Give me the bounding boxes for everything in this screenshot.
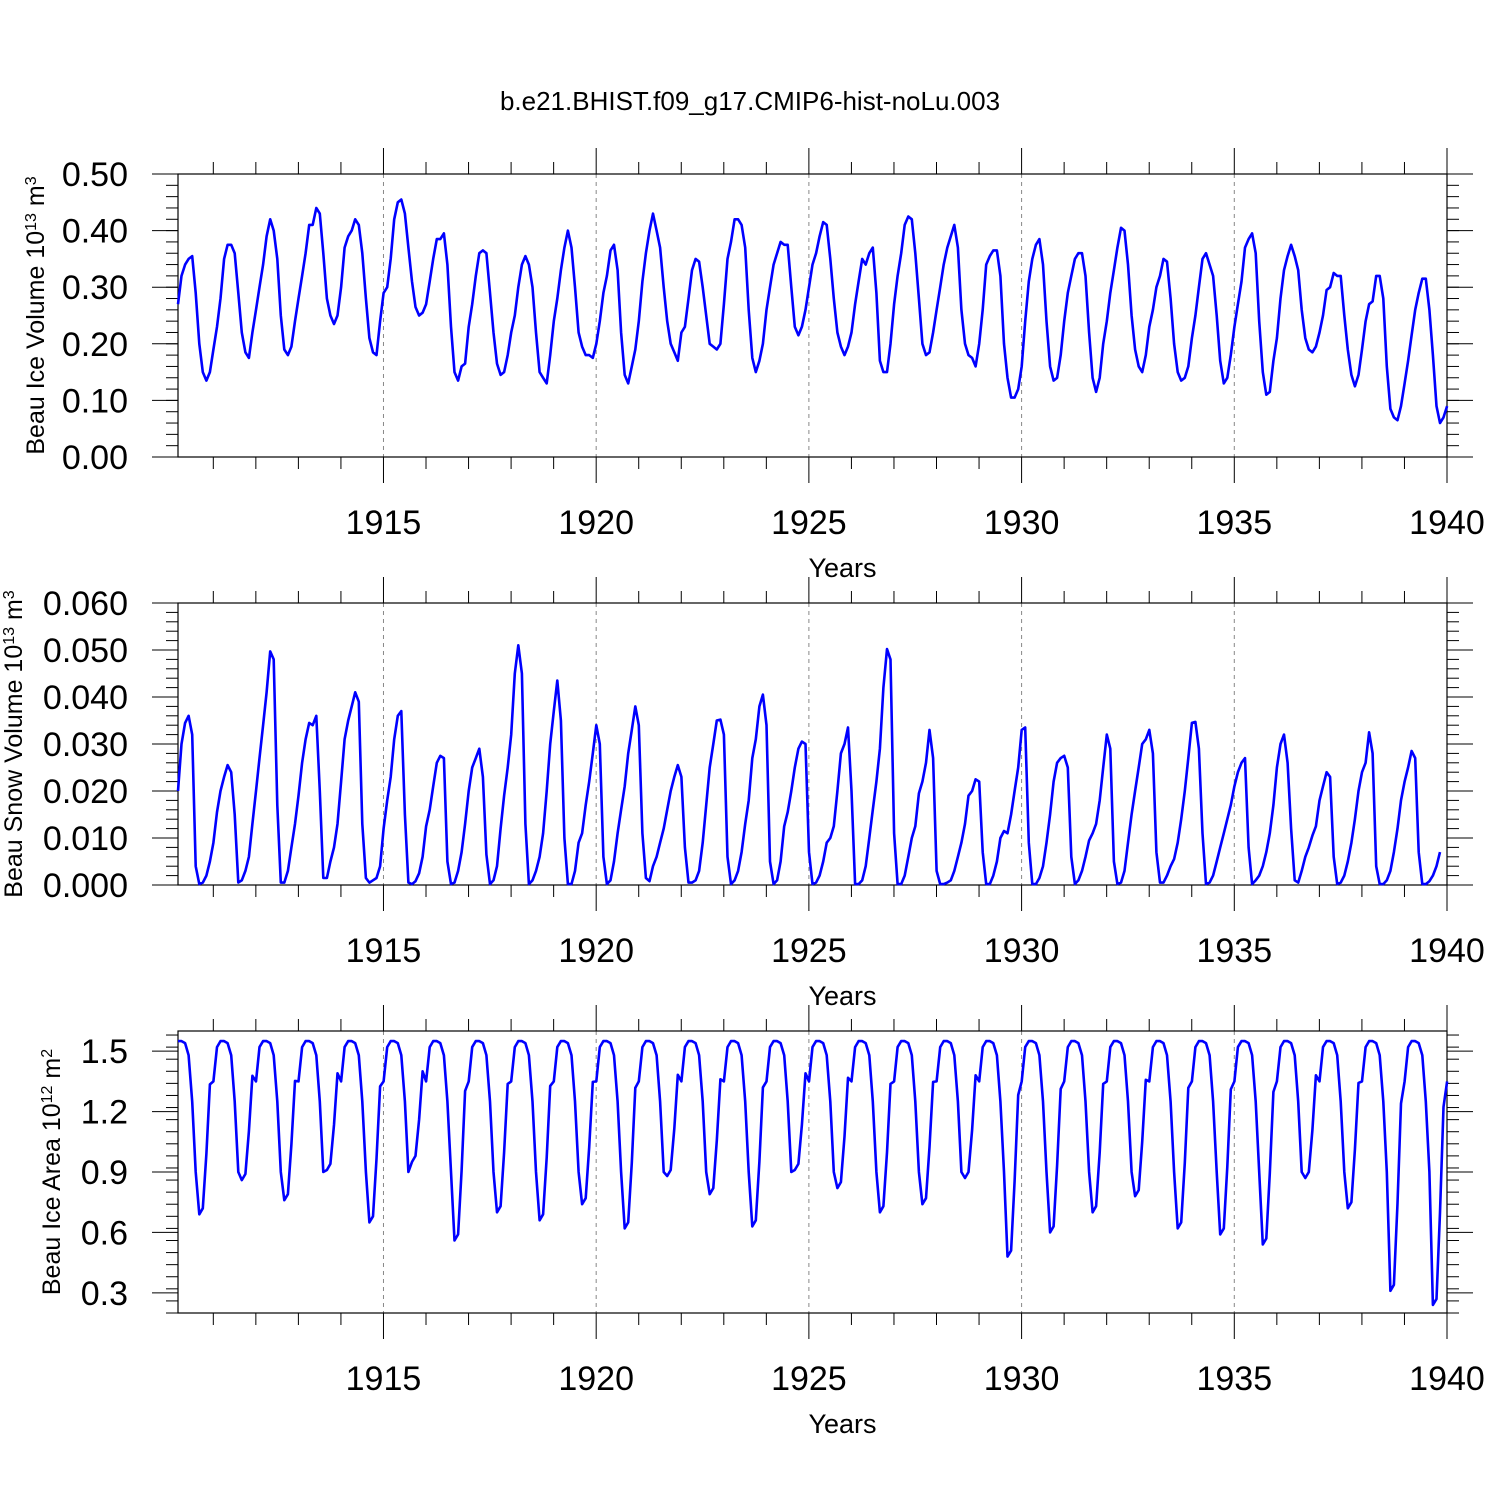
y-tick-label: 0.20 — [62, 326, 128, 364]
y-tick-label: 0.3 — [81, 1275, 128, 1313]
x-axis-label: Years — [808, 981, 876, 1011]
y-axis-label-main: Beau Ice Area 10 — [38, 1103, 66, 1295]
y-axis-label-unit: m — [38, 1058, 66, 1086]
y-axis-label-exponent: 12 — [39, 1085, 56, 1103]
x-tick-label: 1940 — [1409, 504, 1485, 542]
chart-panel-3: 1915 1920 1925 1930 1935 1940 Years 0.3 0.6 0.9 1.… — [38, 1005, 1485, 1439]
page-title: b.e21.BHIST.f09_g17.CMIP6-hist-noLu.003 — [500, 86, 1000, 116]
y-tick-label: 0.040 — [43, 679, 128, 717]
x-tick-label: 1935 — [1196, 1360, 1272, 1398]
y-axis-label-exponent: 13 — [1, 627, 18, 645]
x-tick-label: 1915 — [346, 504, 422, 542]
x-axis-label: Years — [808, 553, 876, 583]
y-tick-label: 0.50 — [62, 156, 128, 194]
y-tick-label: 0.40 — [62, 213, 128, 251]
y-axis-label: Beau Ice Area 1012 m2 — [38, 1049, 66, 1295]
plot-frame — [177, 1030, 1448, 1314]
y-tick-label: 0.060 — [43, 585, 128, 623]
y-axis-label: Beau Ice Volume 1013 m3 — [22, 176, 50, 454]
x-tick-label: 1920 — [558, 504, 634, 542]
x-tick-label: 1935 — [1196, 932, 1272, 970]
y-axis-label-unit-exponent: 3 — [1, 590, 18, 599]
x-tick-label: 1925 — [771, 504, 847, 542]
y-tick-label: 0.050 — [43, 632, 128, 670]
y-tick-label: 0.9 — [81, 1154, 128, 1192]
y-tick-label: 0.030 — [43, 726, 128, 764]
x-tick-label: 1915 — [346, 1360, 422, 1398]
chart-panel-2: 1915 1920 1925 1930 1935 1940 Years 0.000 0.010 0… — [0, 577, 1485, 1011]
series-line — [178, 1039, 1449, 1307]
y-tick-label: 0.010 — [43, 820, 128, 858]
y-axis-label-unit-exponent: 2 — [39, 1049, 56, 1058]
series-line — [176, 644, 1442, 886]
y-tick-label: 0.10 — [62, 382, 128, 420]
y-axis-label-main: Beau Snow Volume 10 — [0, 645, 28, 898]
y-axis-label-main: Beau Ice Volume 10 — [22, 231, 50, 455]
series-line — [176, 198, 1449, 425]
x-tick-label: 1930 — [984, 504, 1060, 542]
y-axis-label-unit: m — [0, 599, 28, 627]
y-axis-label-unit: m — [22, 185, 50, 213]
y-tick-label: 0.30 — [62, 269, 128, 307]
x-tick-label: 1935 — [1196, 504, 1272, 542]
x-tick-label: 1920 — [558, 1360, 634, 1398]
y-axis-label-exponent: 13 — [23, 213, 40, 231]
x-tick-label: 1940 — [1409, 932, 1485, 970]
y-tick-label: 0.00 — [62, 439, 128, 477]
y-tick-label: 1.5 — [81, 1033, 128, 1071]
y-tick-label: 0.6 — [81, 1214, 128, 1252]
x-tick-label: 1930 — [984, 932, 1060, 970]
x-tick-label: 1930 — [984, 1360, 1060, 1398]
y-tick-label: 1.2 — [81, 1094, 128, 1132]
x-tick-label: 1925 — [771, 932, 847, 970]
plot-frame — [177, 602, 1448, 886]
y-axis-label-unit-exponent: 3 — [23, 176, 40, 185]
y-tick-label: 0.020 — [43, 773, 128, 811]
x-tick-label: 1925 — [771, 1360, 847, 1398]
y-axis-label: Beau Snow Volume 1013 m3 — [0, 590, 28, 898]
x-tick-label: 1920 — [558, 932, 634, 970]
x-axis-label: Years — [808, 1409, 876, 1439]
chart-panel-1: 1915 1920 1925 1930 1935 1940 Years 0.00 0.10 0.2… — [22, 148, 1485, 583]
y-tick-label: 0.000 — [43, 867, 128, 905]
plot-frame — [177, 173, 1448, 458]
x-tick-label: 1915 — [346, 932, 422, 970]
x-tick-label: 1940 — [1409, 1360, 1485, 1398]
